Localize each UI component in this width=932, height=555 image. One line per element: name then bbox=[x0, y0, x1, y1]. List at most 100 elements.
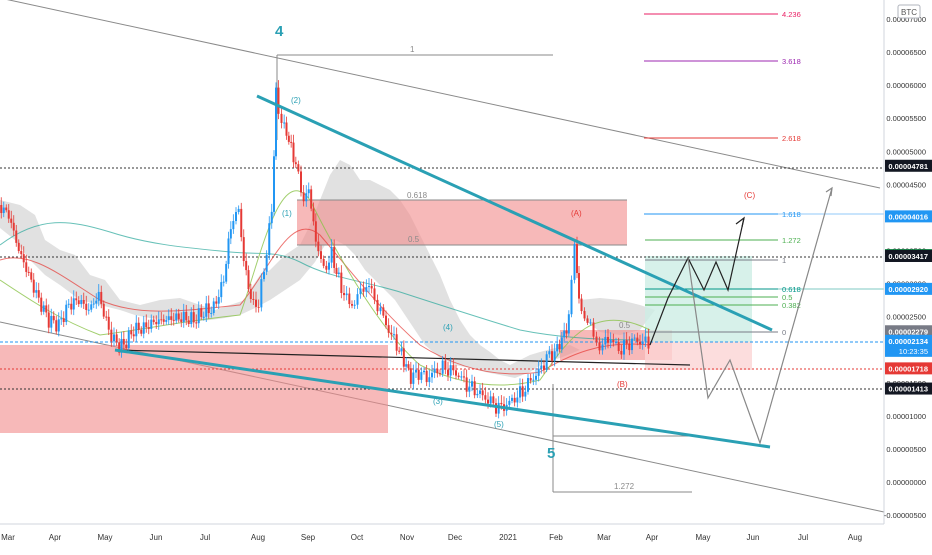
candle-body bbox=[283, 122, 286, 124]
currency-badge[interactable] bbox=[897, 4, 921, 19]
candle-body bbox=[70, 303, 73, 310]
y-tick-label: 0.00005500 bbox=[886, 114, 926, 123]
y-tick-label: 0.00001000 bbox=[886, 412, 926, 421]
candle-body bbox=[52, 315, 55, 321]
candle-body bbox=[237, 208, 240, 213]
candle-body bbox=[42, 305, 45, 312]
price-label-text: 0.00002279 bbox=[888, 327, 928, 336]
candle-body bbox=[373, 288, 376, 300]
candle-body bbox=[95, 300, 98, 304]
y-tick-label: 0.00006000 bbox=[886, 81, 926, 90]
projection-path-bull bbox=[649, 216, 745, 346]
candle-body bbox=[511, 397, 513, 401]
y-tick-label: 0.00007000 bbox=[886, 15, 926, 24]
candle-body bbox=[175, 313, 178, 321]
wave-label-1: (1) bbox=[282, 209, 292, 218]
time-axis[interactable]: Mar Apr May Jun Jul Aug Sep Oct Nov Dec 2021 Feb Mar… bbox=[0, 523, 932, 550]
candle-body bbox=[620, 351, 623, 355]
candle-body bbox=[268, 223, 271, 256]
candle-body bbox=[463, 376, 465, 378]
candle-body bbox=[592, 322, 595, 337]
candle-body bbox=[409, 368, 412, 384]
candle-body bbox=[365, 287, 368, 292]
price-label-dark bbox=[885, 382, 932, 395]
price-label-blue bbox=[885, 334, 932, 357]
candle-body bbox=[118, 342, 121, 353]
x-tick-label: Oct bbox=[351, 533, 364, 542]
y-tick-label: 0.00000000 bbox=[886, 478, 926, 487]
candle-body bbox=[595, 336, 598, 343]
candle-body bbox=[609, 339, 612, 343]
candle-body bbox=[598, 342, 601, 351]
supply-zone bbox=[297, 200, 627, 245]
fib-level-label: 0.382 bbox=[782, 301, 801, 310]
fib-level-label: 2.618 bbox=[782, 134, 801, 143]
y-tick-label: 0.00005000 bbox=[886, 147, 926, 156]
candle-body bbox=[270, 211, 273, 224]
candle-body bbox=[393, 334, 395, 336]
wave-label-3-minor: (3) bbox=[433, 397, 443, 406]
currency-label: BTC bbox=[901, 8, 917, 17]
candle-body bbox=[471, 381, 473, 387]
x-tick-label: Sep bbox=[301, 533, 316, 542]
candle-body bbox=[359, 288, 362, 295]
candle-body bbox=[398, 350, 401, 352]
y-tick-label: 0.00000500 bbox=[886, 445, 926, 454]
price-label-dark bbox=[885, 159, 932, 172]
candle-body bbox=[623, 340, 625, 355]
candle-body bbox=[532, 379, 535, 381]
price-label-text: 0.00003417 bbox=[888, 252, 928, 261]
candle-body bbox=[75, 298, 78, 301]
candle-body bbox=[628, 343, 631, 351]
candle-body bbox=[314, 221, 317, 242]
candle-body bbox=[102, 303, 105, 317]
candle-body bbox=[333, 247, 336, 268]
candle-body bbox=[5, 207, 8, 211]
candle-body bbox=[460, 376, 463, 378]
candle-body bbox=[417, 369, 420, 380]
candle-body bbox=[615, 341, 617, 343]
candle-body bbox=[172, 319, 175, 321]
price-axis[interactable]: 0.00007000 0.00006500 0.00006000 0.00005500… bbox=[883, 0, 932, 550]
candle-body bbox=[402, 348, 405, 367]
fib-left-label-05: 0.5 bbox=[408, 235, 420, 244]
candle-body bbox=[444, 360, 447, 370]
candle-body bbox=[631, 338, 633, 351]
candle-body bbox=[465, 377, 468, 392]
candle-body bbox=[240, 208, 243, 238]
candle-body bbox=[122, 338, 125, 345]
candle-body bbox=[553, 351, 556, 361]
wedge-trendlines bbox=[114, 94, 773, 449]
candle-body bbox=[558, 344, 561, 350]
candle-body bbox=[202, 316, 205, 318]
candle-body bbox=[345, 293, 348, 296]
candle-body bbox=[300, 171, 302, 193]
candle-body bbox=[65, 304, 68, 323]
candle-body bbox=[10, 218, 13, 223]
candle-body bbox=[343, 293, 345, 296]
candle-body bbox=[200, 308, 203, 317]
candle-body bbox=[423, 370, 425, 373]
x-tick-label: 2021 bbox=[499, 533, 517, 542]
wave-label-0-5: 0.5 bbox=[619, 321, 631, 330]
candle-body bbox=[207, 303, 210, 314]
candle-body bbox=[639, 341, 641, 345]
candle-body bbox=[370, 285, 373, 289]
candle-body bbox=[535, 375, 537, 380]
candle-body bbox=[556, 344, 559, 352]
price-label-blue bbox=[885, 282, 932, 295]
candle-body bbox=[152, 319, 155, 323]
candle-body bbox=[187, 320, 190, 325]
candle-body bbox=[232, 221, 235, 230]
wave-label-B: (B) bbox=[617, 380, 628, 389]
candle-body bbox=[249, 289, 252, 299]
candle-body bbox=[425, 370, 428, 383]
candle-body bbox=[540, 365, 543, 369]
candle-body bbox=[573, 244, 576, 280]
upper-channel-line bbox=[6, 0, 881, 189]
candle-body bbox=[633, 337, 636, 339]
candle-body bbox=[431, 372, 433, 378]
candle-body bbox=[217, 297, 220, 304]
candle-body bbox=[40, 297, 43, 312]
